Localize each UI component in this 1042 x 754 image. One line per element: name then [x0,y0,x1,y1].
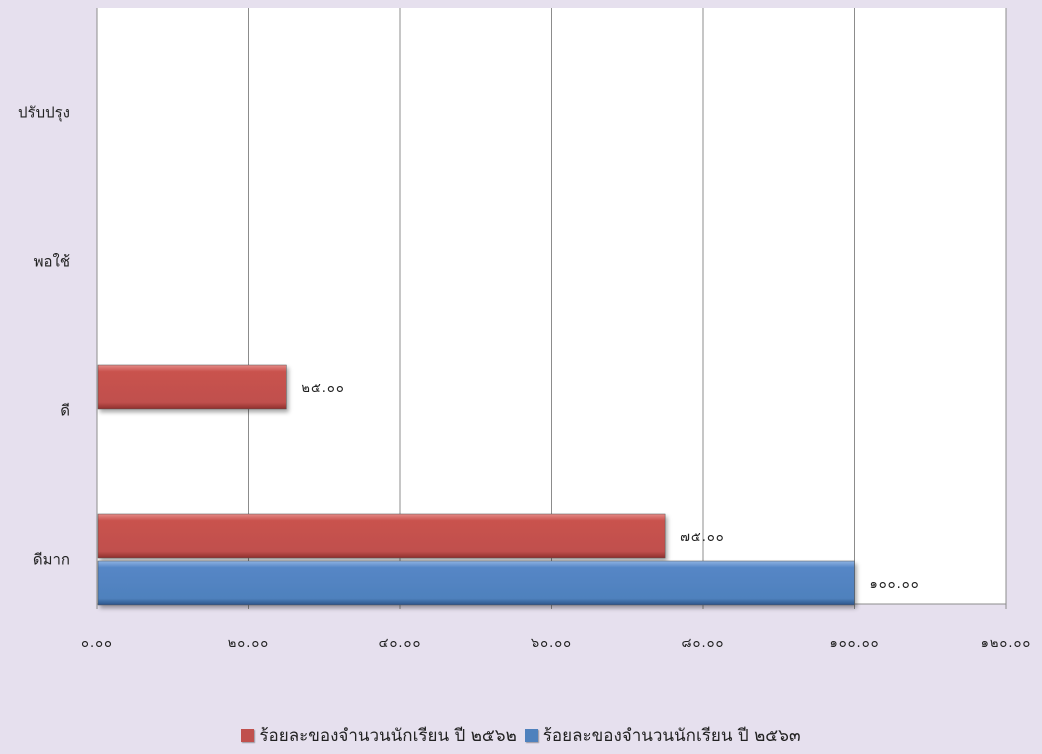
x-tick-label: ๖๐.๐๐ [531,636,572,651]
bars [97,364,855,606]
x-tick-label: ๑๒๐.๐๐ [981,636,1032,651]
legend-label-2562: ร้อยละของจำนวนนักเรียน ปี ๒๕๖๒ [259,726,517,746]
legend-item-2562: ร้อยละของจำนวนนักเรียน ปี ๒๕๖๒ [241,722,517,749]
data-label: ๑๐๐.๐๐ [870,577,920,592]
bar [97,513,666,559]
x-tick-label: ๔๐.๐๐ [379,636,422,651]
labels: ๐.๐๐ ๒๐.๐๐ ๔๐.๐๐ ๖๐.๐๐ ๘๐.๐๐ ๑๐๐.๐๐ ๑๒๐.๐๐ปรับ… [18,104,1032,652]
x-tick-label: ๑๐๐.๐๐ [829,636,879,651]
x-tick-label: ๘๐.๐๐ [682,636,725,651]
legend: ร้อยละของจำนวนนักเรียน ปี ๒๕๖๒ ร้อยละของ… [0,722,1042,749]
x-tick-label: ๒๐.๐๐ [228,636,270,651]
legend-label-2563: ร้อยละของจำนวนนักเรียน ปี ๒๕๖๓ [542,726,801,746]
legend-swatch-2563 [524,729,538,742]
data-label: ๒๕.๐๐ [301,381,344,396]
x-tick-label: ๐.๐๐ [81,636,113,651]
category-label: พอใช้ [34,253,70,271]
category-label: ดีมาก [33,551,70,569]
category-label: ปรับปรุง [18,104,70,123]
bar [97,560,855,606]
legend-item-2563: ร้อยละของจำนวนนักเรียน ปี ๒๕๖๓ [524,722,801,749]
legend-swatch-2562 [241,729,255,742]
category-label: ดี [60,402,70,420]
bar [97,364,287,410]
data-label: ๗๕.๐๐ [680,530,725,545]
